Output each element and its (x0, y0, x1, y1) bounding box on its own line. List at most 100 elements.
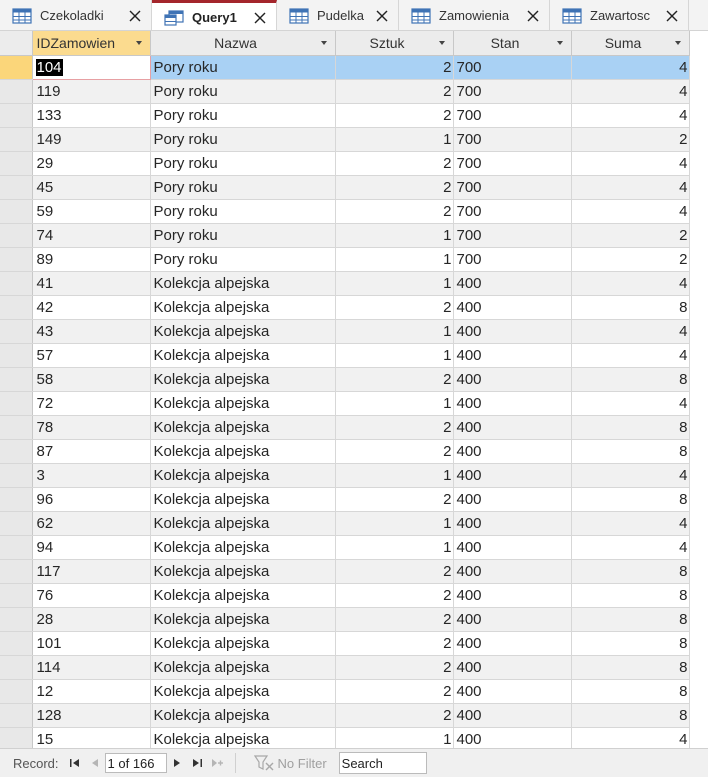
cell-nazwa[interactable]: Pory roku (150, 103, 336, 128)
cell-sztuk[interactable]: 2 (335, 583, 454, 608)
cell-nazwa[interactable]: Kolekcja alpejska (150, 295, 336, 320)
sort-filter-dropdown-icon[interactable] (556, 41, 563, 45)
column-header-sztuk[interactable]: Sztuk (335, 31, 454, 56)
row-selector[interactable] (0, 367, 33, 392)
cell-idzamowien[interactable]: 89 (32, 247, 151, 272)
cell-idzamowien[interactable]: 58 (32, 367, 151, 392)
cell-idzamowien[interactable]: 62 (32, 511, 151, 536)
row-selector[interactable] (0, 679, 33, 704)
row-selector[interactable] (0, 703, 33, 728)
cell-suma[interactable]: 4 (571, 343, 690, 368)
cell-nazwa[interactable]: Kolekcja alpejska (150, 655, 336, 680)
cell-sztuk[interactable]: 2 (335, 487, 454, 512)
table-row[interactable]: 101 Kolekcja alpejska 2 400 8 (0, 631, 690, 656)
sort-filter-dropdown-icon[interactable] (674, 41, 681, 45)
cell-suma[interactable]: 8 (571, 679, 690, 704)
cell-stan[interactable]: 400 (453, 391, 572, 416)
cell-idzamowien[interactable]: 29 (32, 151, 151, 176)
cell-nazwa[interactable]: Kolekcja alpejska (150, 535, 336, 560)
row-selector[interactable] (0, 295, 33, 320)
cell-nazwa[interactable]: Kolekcja alpejska (150, 487, 336, 512)
cell-suma[interactable]: 4 (571, 463, 690, 488)
table-row[interactable]: 119 Pory roku 2 700 4 (0, 79, 690, 104)
cell-sztuk[interactable]: 2 (335, 415, 454, 440)
cell-stan[interactable]: 700 (453, 55, 572, 80)
cell-sztuk[interactable]: 2 (335, 367, 454, 392)
table-row[interactable]: 45 Pory roku 2 700 4 (0, 175, 690, 200)
cell-suma[interactable]: 8 (571, 295, 690, 320)
cell-sztuk[interactable]: 2 (335, 679, 454, 704)
cell-suma[interactable]: 8 (571, 487, 690, 512)
previous-record-icon[interactable] (88, 756, 102, 770)
cell-sztuk[interactable]: 2 (335, 607, 454, 632)
cell-nazwa[interactable]: Pory roku (150, 223, 336, 248)
column-header-idzamowien[interactable]: IDZamowien (32, 31, 151, 56)
row-selector[interactable] (0, 127, 33, 152)
row-selector[interactable] (0, 487, 33, 512)
table-row[interactable]: 57 Kolekcja alpejska 1 400 4 (0, 343, 690, 368)
table-row[interactable]: 114 Kolekcja alpejska 2 400 8 (0, 655, 690, 680)
tab-zamowienia[interactable]: Zamowienia (399, 0, 550, 30)
cell-nazwa[interactable]: Kolekcja alpejska (150, 607, 336, 632)
cell-suma[interactable]: 8 (571, 367, 690, 392)
row-selector[interactable] (0, 223, 33, 248)
cell-nazwa[interactable]: Pory roku (150, 175, 336, 200)
tab-czekoladki[interactable]: Czekoladki (0, 0, 152, 30)
cell-sztuk[interactable]: 2 (335, 655, 454, 680)
table-row[interactable]: 117 Kolekcja alpejska 2 400 8 (0, 559, 690, 584)
cell-sztuk[interactable]: 1 (335, 127, 454, 152)
cell-stan[interactable]: 400 (453, 511, 572, 536)
cell-sztuk[interactable]: 2 (335, 703, 454, 728)
row-selector[interactable] (0, 631, 33, 656)
cell-idzamowien[interactable]: 87 (32, 439, 151, 464)
cell-nazwa[interactable]: Kolekcja alpejska (150, 271, 336, 296)
close-icon[interactable] (253, 11, 267, 25)
cell-stan[interactable]: 400 (453, 535, 572, 560)
cell-suma[interactable]: 2 (571, 127, 690, 152)
cell-stan[interactable]: 700 (453, 175, 572, 200)
row-selector[interactable] (0, 439, 33, 464)
last-record-icon[interactable] (190, 756, 204, 770)
table-row[interactable]: 41 Kolekcja alpejska 1 400 4 (0, 271, 690, 296)
cell-idzamowien[interactable]: 78 (32, 415, 151, 440)
cell-suma[interactable]: 4 (571, 511, 690, 536)
cell-sztuk[interactable]: 2 (335, 55, 454, 80)
cell-idzamowien[interactable]: 59 (32, 199, 151, 224)
table-row[interactable]: 28 Kolekcja alpejska 2 400 8 (0, 607, 690, 632)
cell-suma[interactable]: 4 (571, 79, 690, 104)
cell-sztuk[interactable]: 2 (335, 439, 454, 464)
cell-suma[interactable]: 8 (571, 655, 690, 680)
cell-nazwa[interactable]: Kolekcja alpejska (150, 559, 336, 584)
cell-idzamowien[interactable]: 114 (32, 655, 151, 680)
table-row[interactable]: 58 Kolekcja alpejska 2 400 8 (0, 367, 690, 392)
new-record-icon[interactable] (210, 756, 224, 770)
search-input[interactable]: Search (338, 752, 427, 774)
column-header-suma[interactable]: Suma (571, 31, 690, 56)
table-row[interactable]: 96 Kolekcja alpejska 2 400 8 (0, 487, 690, 512)
cell-stan[interactable]: 400 (453, 271, 572, 296)
table-row[interactable]: 43 Kolekcja alpejska 1 400 4 (0, 319, 690, 344)
cell-idzamowien[interactable]: 117 (32, 559, 151, 584)
cell-suma[interactable]: 4 (571, 727, 690, 752)
tab-zawartosc[interactable]: Zawartosc (550, 0, 689, 30)
cell-suma[interactable]: 4 (571, 271, 690, 296)
cell-suma[interactable]: 8 (571, 559, 690, 584)
cell-suma[interactable]: 4 (571, 175, 690, 200)
cell-nazwa[interactable]: Kolekcja alpejska (150, 343, 336, 368)
cell-idzamowien[interactable]: 94 (32, 535, 151, 560)
table-row[interactable]: 104 Pory roku 2 700 4 (0, 54, 690, 80)
table-row[interactable]: 89 Pory roku 1 700 2 (0, 247, 690, 272)
cell-idzamowien[interactable]: 12 (32, 679, 151, 704)
cell-sztuk[interactable]: 1 (335, 247, 454, 272)
cell-nazwa[interactable]: Pory roku (150, 55, 336, 80)
cell-stan[interactable]: 400 (453, 631, 572, 656)
cell-stan[interactable]: 400 (453, 463, 572, 488)
row-selector[interactable] (0, 463, 33, 488)
table-row[interactable]: 72 Kolekcja alpejska 1 400 4 (0, 391, 690, 416)
cell-sztuk[interactable]: 1 (335, 511, 454, 536)
cell-idzamowien[interactable]: 96 (32, 487, 151, 512)
row-selector[interactable] (0, 151, 33, 176)
cell-sztuk[interactable]: 2 (335, 79, 454, 104)
cell-suma[interactable]: 4 (571, 535, 690, 560)
table-row[interactable]: 87 Kolekcja alpejska 2 400 8 (0, 439, 690, 464)
